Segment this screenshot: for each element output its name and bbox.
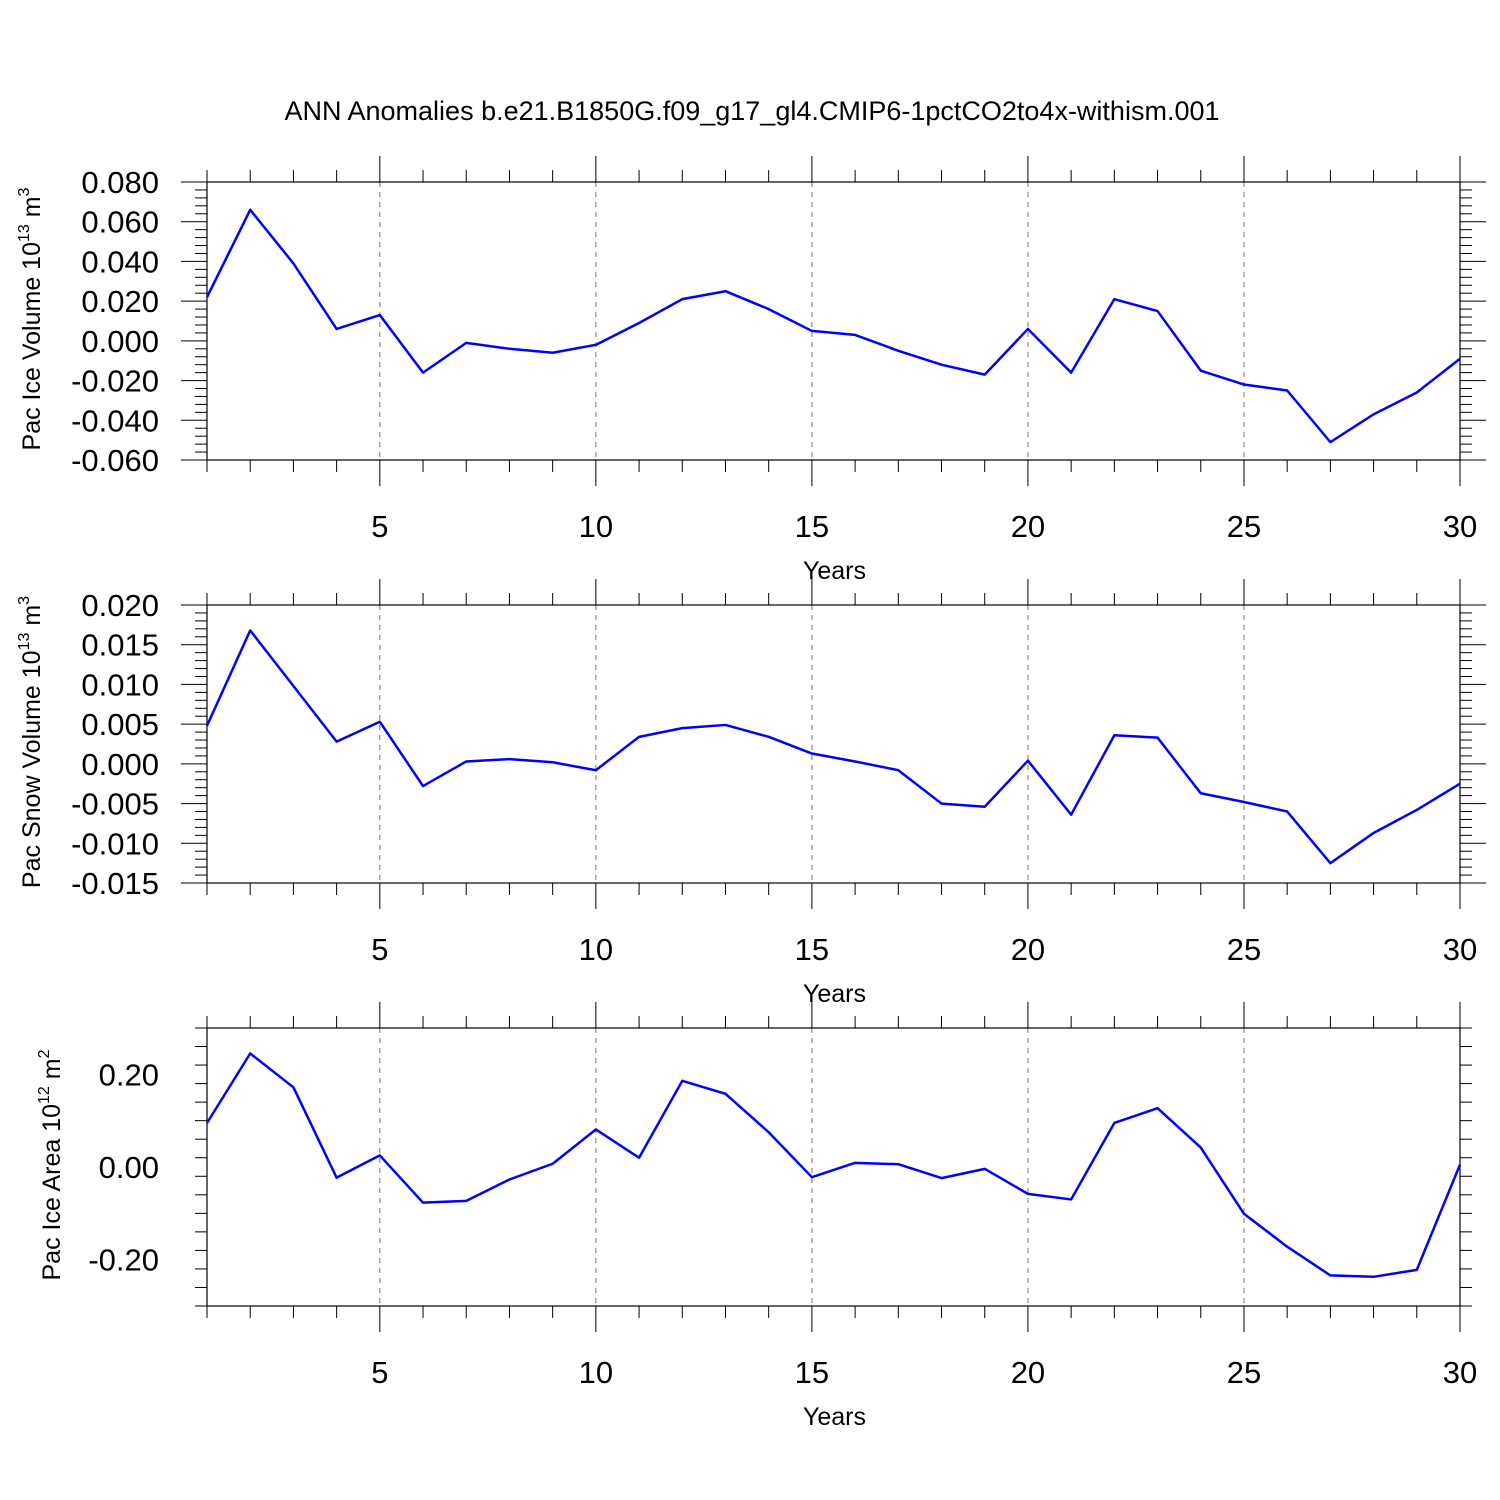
ice-area-y-axis-label: Pac Ice Area 1012 m2 bbox=[36, 1049, 66, 1280]
snow-volume-y-tick-label: 0.020 bbox=[81, 588, 159, 623]
panel-ice-volume: 5 10 15 20 25 30 -0.060 -0.040 -0.020 0.000 0.020 0… bbox=[16, 156, 1486, 585]
ice-volume-y-tick-label: -0.060 bbox=[71, 443, 159, 478]
ice-area-plot-frame bbox=[206, 1027, 1461, 1307]
panel-ice-area: 5 10 15 20 25 30 -0.20 0.00 0.20 Years Pac Ice Are… bbox=[36, 1002, 1477, 1431]
snow-volume-x-tick-label: 15 bbox=[795, 932, 829, 967]
ice-volume-x-tick-label: 15 bbox=[795, 509, 829, 544]
ice-area-series-line bbox=[205, 1052, 1462, 1279]
snow-volume-y-tick-label: -0.015 bbox=[71, 866, 159, 901]
snow-volume-plot-frame bbox=[206, 604, 1461, 884]
ice-volume-y-tick-label: -0.040 bbox=[71, 403, 159, 438]
snow-volume-x-tick-label: 25 bbox=[1227, 932, 1261, 967]
snow-volume-y-tick-label: 0.005 bbox=[81, 707, 159, 742]
ice-volume-x-axis-label: Years bbox=[803, 557, 866, 585]
snow-volume-y-axis-label: Pac Snow Volume 1013 m3 bbox=[16, 596, 46, 888]
ice-volume-y-tick-label: 0.020 bbox=[81, 284, 159, 319]
ice-area-y-tick-label: 0.20 bbox=[99, 1057, 159, 1092]
ice-volume-series-line bbox=[205, 208, 1461, 444]
ice-area-x-tick-label: 20 bbox=[1011, 1355, 1045, 1390]
ice-area-x-tick-label: 15 bbox=[795, 1355, 829, 1390]
snow-volume-x-tick-label: 10 bbox=[579, 932, 613, 967]
ice-area-x-tick-label: 10 bbox=[579, 1355, 613, 1390]
snow-volume-series-line bbox=[205, 629, 1461, 865]
ice-volume-x-tick-label: 25 bbox=[1227, 509, 1261, 544]
ice-area-x-tick-label: 30 bbox=[1443, 1355, 1477, 1390]
ice-area-x-axis-label: Years bbox=[803, 1403, 866, 1431]
ice-volume-x-tick-label: 5 bbox=[371, 509, 388, 544]
figure-title: ANN Anomalies b.e21.B1850G.f09_g17_gl4.C… bbox=[284, 96, 1219, 126]
ice-area-x-tick-label: 5 bbox=[371, 1355, 388, 1390]
ice-volume-x-tick-label: 30 bbox=[1443, 509, 1477, 544]
snow-volume-x-tick-label: 5 bbox=[371, 932, 388, 967]
ice-volume-plot-frame bbox=[206, 181, 1461, 461]
ice-volume-y-axis-label: Pac Ice Volume 1013 m3 bbox=[16, 187, 46, 450]
ice-volume-y-tick-label: 0.040 bbox=[81, 244, 159, 279]
ice-area-y-tick-label: -0.20 bbox=[88, 1243, 159, 1278]
ice-volume-y-tick-label: -0.020 bbox=[71, 364, 159, 399]
snow-volume-y-tick-label: 0.000 bbox=[81, 747, 159, 782]
snow-volume-x-tick-label: 30 bbox=[1443, 932, 1477, 967]
ice-volume-x-tick-label: 20 bbox=[1011, 509, 1045, 544]
ice-volume-y-tick-label: 0.060 bbox=[81, 205, 159, 240]
ice-area-y-tick-label: 0.00 bbox=[99, 1150, 159, 1185]
panels: 5 10 15 20 25 30 -0.060 -0.040 -0.020 0.000 0.020 0… bbox=[16, 156, 1486, 1431]
snow-volume-y-tick-label: -0.005 bbox=[71, 787, 159, 822]
panel-snow-volume: 5 10 15 20 25 30 -0.015 -0.010 -0.005 0.000 0.005 0… bbox=[16, 579, 1486, 1008]
ice-volume-y-tick-label: 0.080 bbox=[81, 165, 159, 200]
snow-volume-y-tick-label: 0.010 bbox=[81, 667, 159, 702]
ice-volume-x-tick-label: 10 bbox=[579, 509, 613, 544]
snow-volume-y-tick-label: -0.010 bbox=[71, 826, 159, 861]
snow-volume-x-tick-label: 20 bbox=[1011, 932, 1045, 967]
snow-volume-y-tick-label: 0.015 bbox=[81, 628, 159, 663]
ice-area-x-tick-label: 25 bbox=[1227, 1355, 1261, 1390]
ice-volume-y-tick-label: 0.000 bbox=[81, 324, 159, 359]
snow-volume-x-axis-label: Years bbox=[803, 980, 866, 1008]
